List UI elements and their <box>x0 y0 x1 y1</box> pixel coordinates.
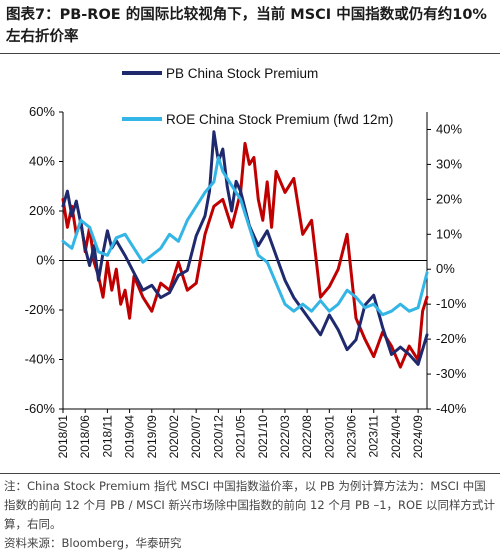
x-tick-label: 2021/10 <box>256 415 270 459</box>
right-tick-label: -30% <box>436 366 467 381</box>
x-tick-label: 2022/03 <box>278 415 292 459</box>
chart-source: 资料来源：Bloomberg，华泰研究 <box>4 536 182 550</box>
left-tick-label: 0% <box>36 253 55 268</box>
x-tick-label: 2020/02 <box>167 415 181 459</box>
series-line-red <box>61 141 429 369</box>
axes: 60% 40% 20% 0% -20% -40% -60% 40% 30% 20% 10% 0% -10… <box>25 104 467 458</box>
left-tick-label: 60% <box>29 104 55 119</box>
right-tick-label: -20% <box>436 331 467 346</box>
left-tick-label: 20% <box>29 203 55 218</box>
title-divider <box>0 53 500 54</box>
x-tick-label: 2018/01 <box>56 415 70 459</box>
footer-divider <box>0 473 500 474</box>
x-tick-label: 2018/11 <box>100 415 114 458</box>
legend-label-roe: ROE China Stock Premium (fwd 12m) <box>166 112 393 127</box>
left-tick-label: -20% <box>25 302 56 317</box>
right-tick-label: 0% <box>436 261 455 276</box>
legend: PB China Stock Premium ROE China Stock P… <box>122 66 393 127</box>
chart-title: 图表7：PB-ROE 的国际比较视角下，当前 MSCI 中国指数或仍有约10%左… <box>6 7 487 45</box>
chart-note: 注：China Stock Premium 指代 MSCI 中国指数溢价率，以 … <box>4 479 496 531</box>
x-tick-label: 2020/07 <box>189 415 203 459</box>
x-tick-label: 2022/08 <box>300 415 314 459</box>
x-tick-label: 2023/11 <box>367 415 381 458</box>
x-tick-label: 2023/06 <box>345 415 359 459</box>
series-line-pb <box>61 130 429 366</box>
x-tick-label: 2023/01 <box>322 415 336 459</box>
legend-label-pb: PB China Stock Premium <box>166 66 318 81</box>
line-chart: PB China Stock Premium ROE China Stock P… <box>25 66 467 458</box>
right-tick-label: -40% <box>436 401 467 416</box>
series-line-roe <box>61 155 429 317</box>
left-tick-label: 40% <box>29 154 55 169</box>
x-tick-label: 2024/09 <box>411 415 425 459</box>
right-tick-label: 20% <box>436 191 462 206</box>
right-tick-label: -10% <box>436 296 467 311</box>
right-tick-label: 30% <box>436 156 462 171</box>
right-tick-label: 10% <box>436 226 462 241</box>
x-tick-label: 2019/09 <box>145 415 159 459</box>
series-lines <box>61 130 429 369</box>
right-tick-label: 40% <box>436 121 462 136</box>
left-tick-label: -60% <box>25 401 56 416</box>
left-tick-label: -40% <box>25 352 56 367</box>
x-tick-label: 2019/04 <box>123 415 137 459</box>
x-tick-label: 2020/12 <box>211 415 225 459</box>
x-tick-label: 2021/05 <box>234 415 248 459</box>
x-tick-label: 2024/04 <box>389 415 403 459</box>
x-tick-label: 2018/06 <box>78 415 92 459</box>
